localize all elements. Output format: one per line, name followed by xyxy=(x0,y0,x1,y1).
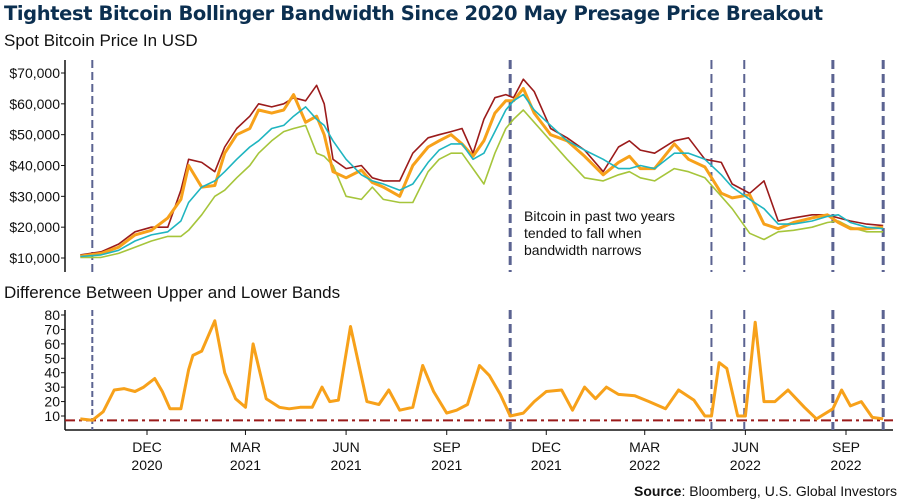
source-note: Source: Bloomberg, U.S. Global Investors xyxy=(634,483,897,499)
x-tick-label-month: MAR xyxy=(629,439,660,455)
event-lines xyxy=(91,60,885,430)
price-y-tick-label: $40,000 xyxy=(9,158,60,174)
chart-title: Tightest Bitcoin Bollinger Bandwidth Sin… xyxy=(4,2,823,25)
x-tick-label-year: 2021 xyxy=(531,457,562,473)
source-text: : Bloomberg, U.S. Global Investors xyxy=(681,483,897,499)
bandwidth-y-tick-label: 30 xyxy=(44,379,60,395)
x-tick-label-year: 2021 xyxy=(230,457,261,473)
price-chart-subtitle: Spot Bitcoin Price In USD xyxy=(4,31,198,50)
bandwidth-line xyxy=(80,319,884,422)
annotation-line: Bitcoin in past two years xyxy=(524,208,675,224)
bandwidth-chart-subtitle: Difference Between Upper and Lower Bands xyxy=(4,283,341,302)
x-tick-label-year: 2022 xyxy=(730,457,761,473)
price-y-tick-label: $70,000 xyxy=(9,65,60,81)
x-tick-label-month: SEP xyxy=(832,439,860,455)
bandwidth-y-tick-label: 20 xyxy=(44,394,60,410)
lower-band-line xyxy=(80,109,884,259)
x-tick-label-month: DEC xyxy=(531,439,561,455)
x-tick-label-month: JUN xyxy=(332,439,359,455)
price-y-axis: $10,000 $20,000 $30,000 $40,000 $50,000 $60,0… xyxy=(9,60,66,272)
x-tick-label-year: 2022 xyxy=(629,457,660,473)
annotation-line: tended to fall when xyxy=(524,225,642,241)
annotation-line: bandwidth narrows xyxy=(524,242,642,258)
price-y-tick-label: $20,000 xyxy=(9,219,60,235)
price-line xyxy=(80,86,884,258)
price-y-tick-label: $30,000 xyxy=(9,188,60,204)
price-y-tick-label: $60,000 xyxy=(9,96,60,112)
bandwidth-y-tick-label: 50 xyxy=(44,350,60,366)
x-tick-label-year: 2022 xyxy=(830,457,861,473)
middle-band-line xyxy=(80,93,884,258)
x-tick-label-month: DEC xyxy=(132,439,162,455)
x-axis: DEC 2020 MAR 2021 JUN 2021 SEP 2021 DEC 2021 MAR 20… xyxy=(65,429,893,473)
bandwidth-y-tick-label: 60 xyxy=(44,336,60,352)
bandwidth-y-tick-label: 80 xyxy=(44,307,60,323)
bandwidth-y-tick-label: 10 xyxy=(44,408,60,424)
upper-band-line xyxy=(80,78,884,256)
x-tick-label-month: SEP xyxy=(433,439,461,455)
bandwidth-y-tick-label: 70 xyxy=(44,321,60,337)
price-y-tick-label: $50,000 xyxy=(9,127,60,143)
price-series-group xyxy=(80,78,884,259)
price-y-tick-label: $10,000 xyxy=(9,250,60,266)
x-tick-label-year: 2020 xyxy=(131,457,162,473)
x-tick-label-year: 2021 xyxy=(431,457,462,473)
x-tick-label-month: MAR xyxy=(230,439,261,455)
bandwidth-y-tick-label: 40 xyxy=(44,365,60,381)
x-tick-label-month: JUN xyxy=(732,439,759,455)
source-label: Source xyxy=(633,483,682,499)
bandwidth-series-group xyxy=(65,319,893,422)
x-tick-label-year: 2021 xyxy=(331,457,362,473)
